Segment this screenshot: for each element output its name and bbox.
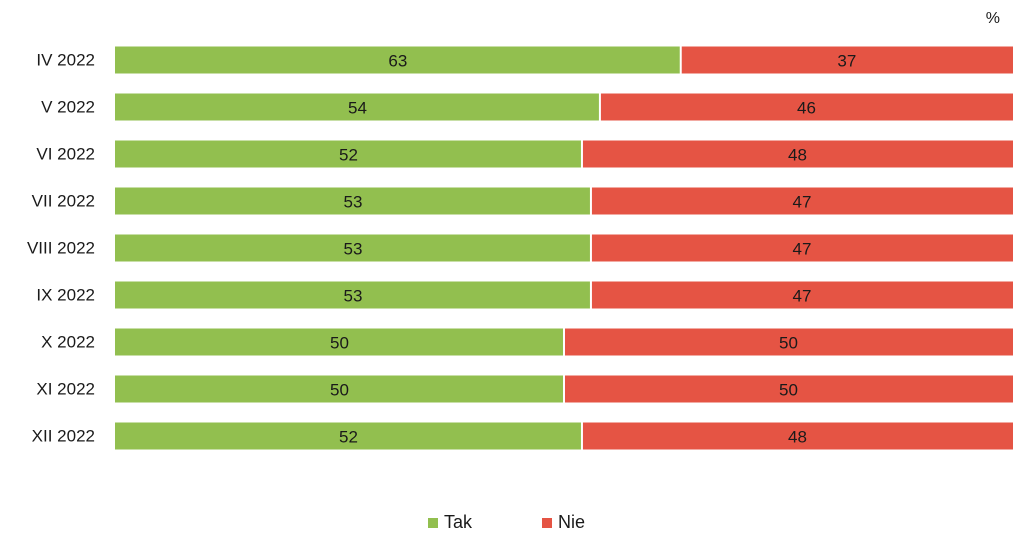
category-label-vii-2022: VII 2022 [32, 192, 95, 211]
data-label-nie-xi-2022: 50 [779, 381, 798, 400]
bar-nie-viii-2022 [590, 234, 1013, 262]
data-label-tak-iv-2022: 63 [388, 52, 407, 71]
bar-tak-iv-2022 [115, 46, 681, 74]
data-label-tak-v-2022: 54 [348, 99, 367, 118]
data-label-nie-ix-2022: 47 [793, 287, 812, 306]
bar-tak-v-2022 [115, 93, 600, 121]
category-label-ix-2022: IX 2022 [36, 286, 95, 305]
category-label-xii-2022: XII 2022 [32, 427, 95, 446]
data-label-nie-x-2022: 50 [779, 334, 798, 353]
category-label-iv-2022: IV 2022 [36, 51, 95, 70]
bar-nie-ix-2022 [590, 281, 1013, 309]
data-label-tak-vii-2022: 53 [344, 193, 363, 212]
bar-tak-x-2022 [115, 328, 564, 356]
data-label-nie-viii-2022: 47 [793, 240, 812, 259]
category-label-xi-2022: XI 2022 [36, 380, 95, 399]
bar-nie-x-2022 [564, 328, 1013, 356]
unit-label: % [985, 10, 1000, 27]
data-label-tak-ix-2022: 53 [344, 287, 363, 306]
bar-nie-vii-2022 [590, 187, 1013, 215]
bar-nie-iv-2022 [680, 46, 1013, 74]
bar-tak-vii-2022 [115, 187, 591, 215]
data-label-tak-x-2022: 50 [330, 334, 349, 353]
legend-swatch-tak [427, 517, 438, 528]
bar-tak-viii-2022 [115, 234, 591, 262]
legend-swatch-nie [542, 517, 552, 528]
category-label-x-2022: X 2022 [41, 333, 95, 352]
category-label-viii-2022: VIII 2022 [27, 239, 95, 258]
legend: Tak Nie [0, 512, 1013, 533]
legend-label-nie: Nie [558, 512, 586, 532]
data-label-tak-vi-2022: 52 [339, 146, 358, 165]
bar-tak-ix-2022 [115, 281, 591, 309]
data-label-nie-vii-2022: 47 [793, 193, 812, 212]
data-label-tak-xii-2022: 52 [339, 428, 358, 447]
data-label-nie-v-2022: 46 [797, 99, 816, 118]
bar-nie-v-2022 [599, 93, 1013, 121]
legend-item-tak: Tak [427, 512, 472, 533]
bar-tak-xi-2022 [115, 375, 564, 403]
data-label-tak-xi-2022: 50 [330, 381, 349, 400]
data-label-nie-xii-2022: 48 [788, 428, 807, 447]
legend-item-nie: Nie [542, 512, 585, 533]
bar-tak-vi-2022 [115, 140, 582, 168]
data-label-nie-iv-2022: 37 [837, 52, 856, 71]
legend-label-tak: Tak [443, 512, 472, 532]
data-label-nie-vi-2022: 48 [788, 146, 807, 165]
bar-nie-xii-2022 [581, 422, 1013, 450]
stacked-bar-chart: IV 2022 63 37 V 2022 54 46 VI 2022 52 48 VII 2022… [27, 46, 1013, 450]
bar-tak-xii-2022 [115, 422, 582, 450]
data-label-tak-viii-2022: 53 [344, 240, 363, 259]
bar-nie-xi-2022 [564, 375, 1013, 403]
category-label-vi-2022: VI 2022 [36, 145, 95, 164]
bar-nie-vi-2022 [581, 140, 1013, 168]
category-label-v-2022: V 2022 [41, 98, 95, 117]
